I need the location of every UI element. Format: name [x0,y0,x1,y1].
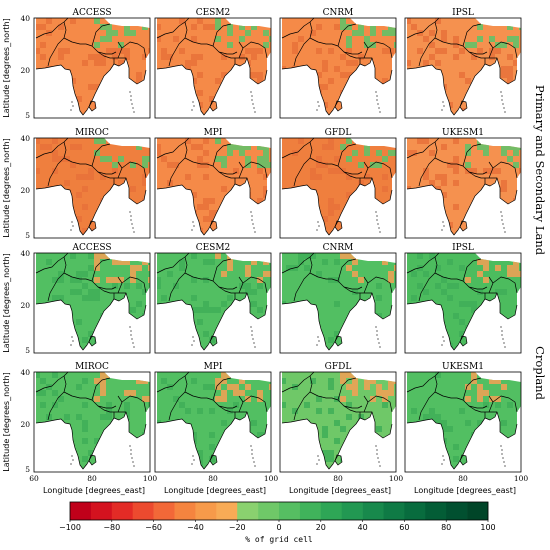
map-panel-0-3 [404,17,522,119]
y-tick-label: 5 [25,465,30,474]
colorbar-tick-label: −40 [187,523,204,532]
colorbar-swatch [237,502,259,520]
map-panel-3-1 [154,371,272,473]
panel-title: CESM2 [196,8,231,18]
map-panel-3-3 [404,371,522,473]
colorbar-swatch [446,502,468,520]
group-label-cropland: Cropland [533,346,547,401]
colorbar-tick-label: −60 [145,523,162,532]
y-tick-label: 20 [20,420,30,429]
colorbar-swatch [320,502,342,520]
panel-title: UKESM1 [442,128,484,138]
map-panel-3-0 [33,371,151,473]
y-tick-label: 20 [20,186,30,195]
panel-title: ACCESS [71,243,111,253]
colorbar-swatch [404,502,426,520]
y-axis-label: Latitude [degrees_north] [2,138,11,237]
colorbar-tick-label: −80 [103,523,120,532]
y-tick-label: 40 [20,368,30,377]
colorbar-swatch [362,502,384,520]
map-panel-2-2 [279,252,397,354]
x-tick-label: 60 [29,474,39,483]
colorbar: −100 −80 −60 −40 −20 0 20 40 60 80 100 [59,501,496,532]
map-panel-0-1 [154,17,272,119]
map-panel-0-0 [33,17,151,119]
colorbar-swatch [279,502,301,520]
colorbar-swatch [153,502,175,520]
panel-title: MPI [204,362,223,372]
map-panel-2-0 [33,252,151,354]
panel-title: GFDL [325,128,352,138]
panel-title: UKESM1 [442,362,484,372]
map-panel-0-2 [279,17,397,119]
map-panel-3-2 [279,371,397,473]
panel-title: CESM2 [196,243,231,253]
x-axis-label: Longitude [degrees_east] [164,486,266,495]
panel-title: IPSL [452,8,474,18]
panel-title: IPSL [452,243,474,253]
x-axis-label: Longitude [degrees_east] [414,486,516,495]
x-tick-label: 80 [87,474,97,483]
y-axis-label: Latitude [degrees_north] [2,18,11,117]
colorbar-swatch [383,502,405,520]
x-tick-label: 100 [143,474,158,483]
colorbar-swatch [70,502,92,520]
y-tick-label: 5 [25,346,30,355]
colorbar-swatch [425,502,447,520]
panels [33,17,522,473]
colorbar-swatch [90,502,113,520]
panel-title: ACCESS [71,8,111,18]
map-panel-1-0 [33,137,151,239]
y-tick-label: 20 [20,301,30,310]
y-tick-label: 5 [25,231,30,240]
x-axis-label: Longitude [degrees_east] [289,486,391,495]
panel-title: GFDL [325,362,352,372]
axes: ACCESS 40 20 5 Latitude [degrees_north] CESM2… [2,8,528,495]
colorbar-swatch [174,502,196,520]
map-panel-2-3 [404,252,522,354]
colorbar-tick-label: 100 [480,523,495,532]
colorbar-tick-label: 20 [316,523,326,532]
colorbar-tick-label: 0 [276,523,281,532]
y-tick-label: 40 [20,14,30,23]
x-tick-label: 80 [208,474,218,483]
x-tick-label: 100 [264,474,279,483]
colorbar-swatch [111,502,133,520]
y-tick-label: 5 [25,111,30,120]
panel-title: CNRM [323,243,354,253]
x-tick-label: 80 [333,474,343,483]
y-tick-label: 40 [20,134,30,143]
colorbar-tick-label: 80 [441,523,451,532]
panel-title: MPI [204,128,223,138]
x-axis-label: Longitude [degrees_east] [43,486,145,495]
colorbar-swatch [299,502,322,520]
map-panel-1-2 [279,137,397,239]
x-tick-label: 80 [458,474,468,483]
colorbar-tick-label: −20 [229,523,246,532]
colorbar-swatch [195,502,217,520]
y-axis-label: Latitude [degrees_north] [2,372,11,471]
colorbar-swatch [341,502,363,520]
colorbar-swatch [216,502,238,520]
colorbar-tick-label: 60 [399,523,409,532]
panel-title: MIROC [75,128,109,138]
map-panel-2-1 [154,252,272,354]
map-panel-1-3 [404,137,522,239]
panel-title: CNRM [323,8,354,18]
colorbar-swatch [467,502,489,520]
colorbar-label: % of grid cell [245,535,313,544]
group-label-primary-secondary: Primary and Secondary Land [533,85,547,256]
x-tick-label: 100 [514,474,529,483]
colorbar-tick-label: 40 [358,523,368,532]
map-panel-1-1 [154,137,272,239]
y-tick-label: 40 [20,249,30,258]
colorbar-tick-label: −100 [59,523,81,532]
colorbar-swatch [258,502,280,520]
x-tick-label: 100 [389,474,404,483]
y-tick-label: 20 [20,66,30,75]
y-axis-label: Latitude [degrees_north] [2,253,11,352]
colorbar-swatch [132,502,154,520]
panel-title: MIROC [75,362,109,372]
